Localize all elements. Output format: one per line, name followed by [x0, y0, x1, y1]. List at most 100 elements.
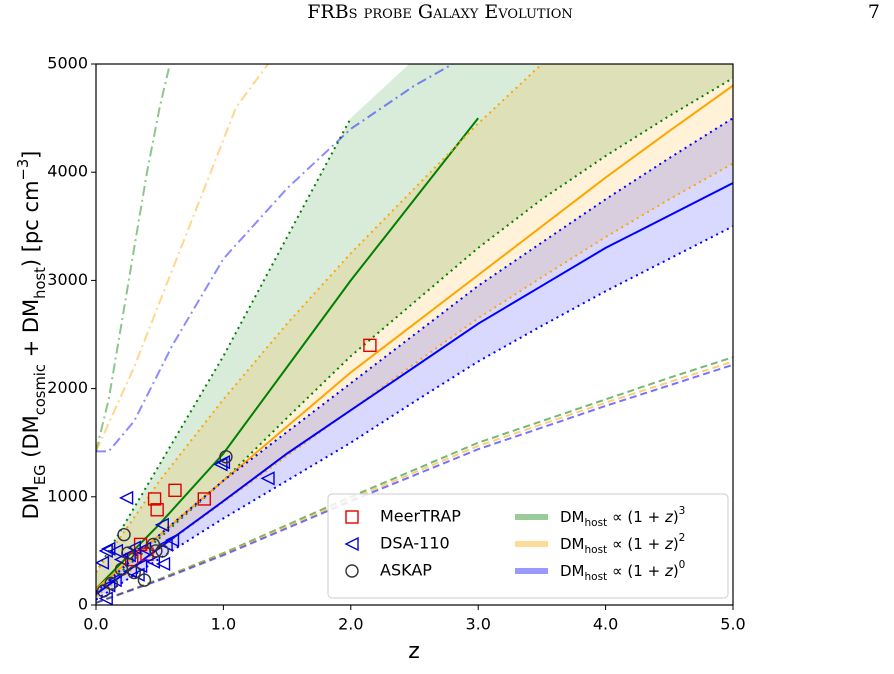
- label-part: ): [673, 562, 679, 580]
- label-part: DM: [560, 562, 585, 580]
- marker: [149, 544, 163, 558]
- label-part: cosmic: [32, 364, 49, 415]
- plot-area: [96, 64, 733, 605]
- marker: [344, 536, 359, 552]
- marker: [98, 543, 113, 559]
- label-part: −3: [15, 159, 32, 181]
- y-tick-label: 0: [78, 595, 88, 614]
- marker: [137, 573, 152, 587]
- model-line: [96, 182, 733, 596]
- band: [96, 64, 733, 595]
- label-part: DM: [19, 485, 43, 519]
- marker: [124, 552, 139, 567]
- x-tick-label: 0.0: [83, 615, 108, 634]
- y-tick-label: 4000: [47, 162, 88, 181]
- y-axis-label: DMEG (DMcosmic + DMhost) [pc cm−3]: [15, 151, 49, 520]
- upper-line: [96, 64, 543, 574]
- marker: [158, 537, 173, 552]
- marker: [345, 564, 359, 578]
- marker: [96, 555, 110, 570]
- label-part: host: [585, 544, 608, 556]
- legend-label: DMhost ∝ (1 + z)0: [560, 559, 685, 583]
- limit-line: [96, 64, 269, 452]
- y-tick-label: 1000: [47, 486, 88, 505]
- legend-label: MeerTRAP: [380, 507, 461, 526]
- marker: [168, 483, 182, 498]
- marker: [133, 558, 148, 574]
- marker: [96, 584, 111, 598]
- label-part: + DM: [19, 299, 43, 364]
- page-number: 7: [868, 1, 880, 23]
- marker: [260, 471, 275, 486]
- marker: [104, 576, 118, 591]
- label-part: host: [585, 517, 608, 529]
- marker: [155, 556, 171, 572]
- label-part: host: [32, 267, 49, 299]
- x-axis-label: z: [408, 639, 420, 664]
- marker: [146, 537, 161, 552]
- label-part: (DM: [19, 415, 43, 464]
- marker: [154, 517, 169, 533]
- marker: [145, 554, 161, 569]
- marker: [147, 492, 162, 506]
- label-part: ∝ (1 +: [607, 508, 665, 526]
- marker: [197, 492, 211, 506]
- label-part: ): [673, 508, 679, 526]
- label-part: DM: [560, 535, 585, 553]
- label-part: z: [664, 562, 674, 580]
- model-line: [96, 84, 733, 590]
- legend: [327, 493, 729, 599]
- label-part: ]: [19, 151, 43, 159]
- label-part: z: [664, 508, 674, 526]
- header-title: FRBs probe Galaxy Evolution: [307, 1, 573, 23]
- lower-line: [96, 225, 733, 601]
- label-part: ) [pc cm: [19, 180, 43, 267]
- legend-label: DSA-110: [380, 534, 450, 553]
- label-part: DM: [560, 508, 585, 526]
- label-part: z: [664, 535, 674, 553]
- label-part: host: [585, 571, 608, 583]
- marker: [363, 338, 377, 353]
- marker: [345, 510, 359, 524]
- marker: [219, 450, 233, 464]
- marker: [150, 503, 164, 517]
- floor-line: [96, 363, 733, 604]
- marker: [117, 527, 131, 542]
- lower-line: [96, 77, 733, 595]
- x-tick-label: 5.0: [720, 615, 745, 634]
- band: [96, 64, 733, 597]
- label-part: EG: [32, 464, 49, 485]
- marker: [121, 546, 135, 560]
- marker: [107, 572, 122, 588]
- marker: [114, 562, 129, 576]
- limit-line: [96, 64, 171, 452]
- label-part: ): [673, 535, 679, 553]
- band: [96, 118, 733, 600]
- marker: [127, 565, 141, 580]
- upper-line: [96, 117, 733, 593]
- limit-line: [96, 64, 454, 453]
- marker: [155, 544, 169, 558]
- axes-frame: [95, 63, 734, 606]
- label-part: 3: [679, 505, 686, 517]
- y-tick-label: 3000: [47, 270, 88, 289]
- x-tick-label: 3.0: [465, 615, 490, 634]
- marker: [119, 490, 134, 506]
- marker: [98, 591, 113, 605]
- x-tick-label: 2.0: [338, 615, 363, 634]
- label-part: 2: [679, 532, 686, 544]
- x-tick-label: 4.0: [593, 615, 618, 634]
- legend-label: ASKAP: [380, 561, 432, 580]
- legend-label: DMhost ∝ (1 + z)3: [560, 505, 685, 529]
- y-tick-label: 5000: [47, 54, 88, 73]
- marker: [213, 457, 228, 472]
- label-part: 0: [679, 559, 686, 571]
- x-tick-label: 1.0: [211, 615, 236, 634]
- legend-label: DMhost ∝ (1 + z)2: [560, 532, 685, 556]
- label-part: ∝ (1 +: [607, 535, 665, 553]
- label-part: ∝ (1 +: [607, 562, 665, 580]
- y-tick-label: 2000: [47, 378, 88, 397]
- marker: [164, 532, 180, 548]
